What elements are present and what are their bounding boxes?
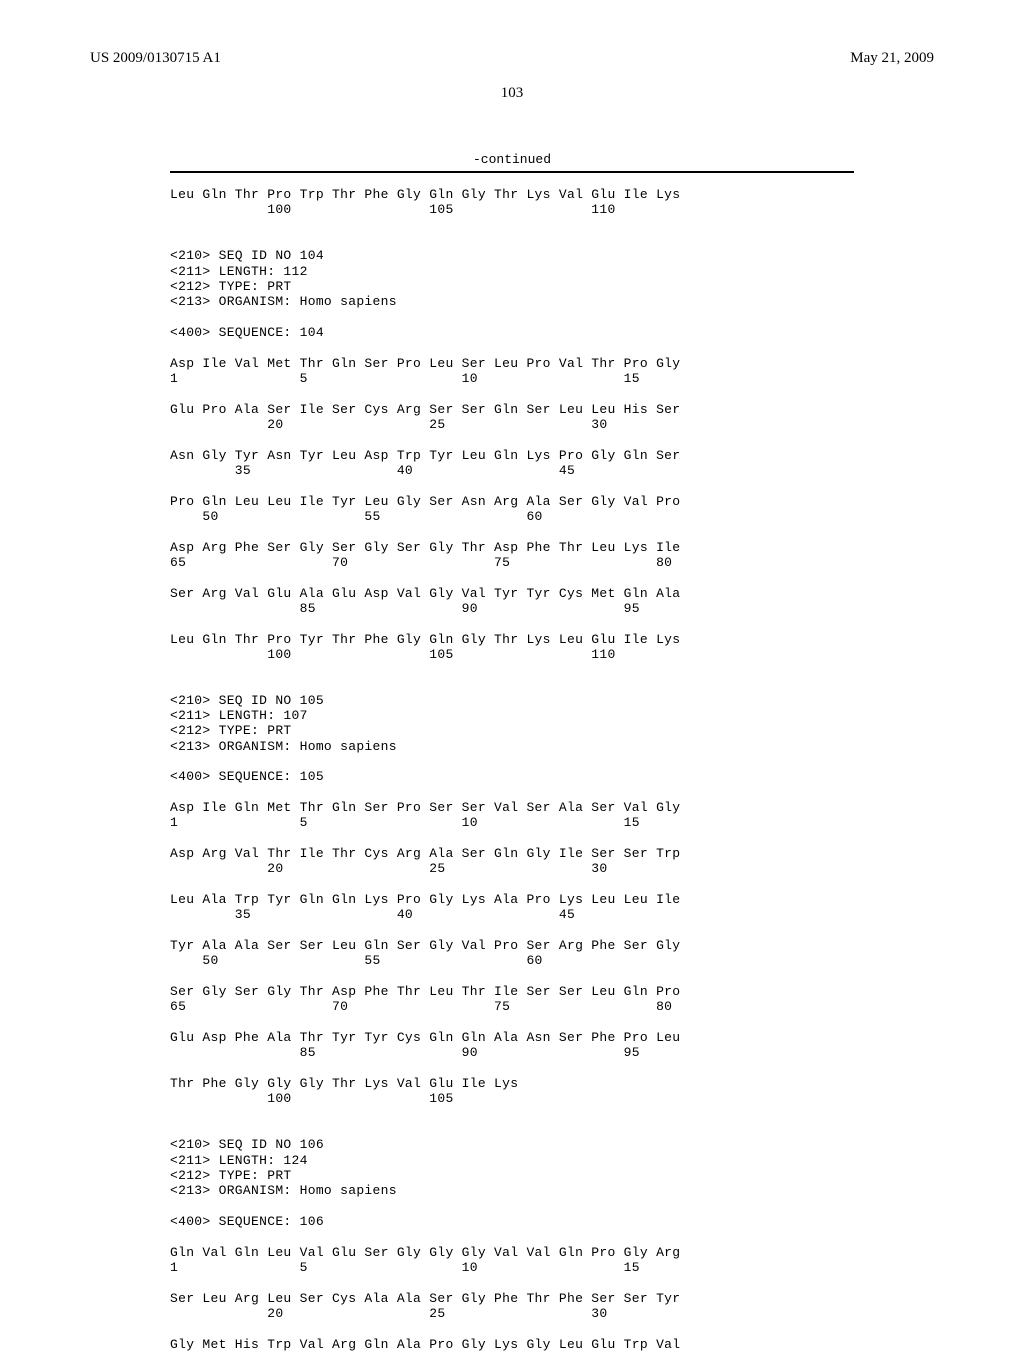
- page-header: US 2009/0130715 A1 May 21, 2009: [90, 50, 934, 67]
- continued-label-wrap: -continued: [170, 152, 854, 167]
- sequence-block: Ser Gly Ser Gly Thr Asp Phe Thr Leu Thr …: [170, 969, 934, 1015]
- sequence-block: <210> SEQ ID NO 105 <211> LENGTH: 107 <2…: [170, 662, 934, 785]
- continued-label: -continued: [170, 152, 854, 167]
- publication-number: US 2009/0130715 A1: [90, 50, 221, 67]
- sequence-block: Asp Arg Val Thr Ile Thr Cys Arg Ala Ser …: [170, 831, 934, 877]
- sequence-block: Asn Gly Tyr Asn Tyr Leu Asp Trp Tyr Leu …: [170, 432, 934, 478]
- sequence-block: Gly Met His Trp Val Arg Gln Ala Pro Gly …: [170, 1321, 934, 1352]
- page-container: US 2009/0130715 A1 May 21, 2009 103 -con…: [0, 0, 1024, 1320]
- horizontal-rule: [170, 171, 854, 173]
- sequence-block: Ser Arg Val Glu Ala Glu Asp Val Gly Val …: [170, 570, 934, 616]
- publication-date: May 21, 2009: [850, 50, 934, 67]
- sequence-block: Gln Val Gln Leu Val Glu Ser Gly Gly Gly …: [170, 1229, 934, 1275]
- sequence-block: Leu Ala Trp Tyr Gln Gln Lys Pro Gly Lys …: [170, 877, 934, 923]
- sequence-block: Asp Ile Gln Met Thr Gln Ser Pro Ser Ser …: [170, 785, 934, 831]
- sequence-block: <210> SEQ ID NO 106 <211> LENGTH: 124 <2…: [170, 1107, 934, 1230]
- sequence-block: Glu Pro Ala Ser Ile Ser Cys Arg Ser Ser …: [170, 386, 934, 432]
- sequence-block: <210> SEQ ID NO 104 <211> LENGTH: 112 <2…: [170, 218, 934, 341]
- sequence-block: Pro Gln Leu Leu Ile Tyr Leu Gly Ser Asn …: [170, 478, 934, 524]
- sequence-block: Glu Asp Phe Ala Thr Tyr Tyr Cys Gln Gln …: [170, 1015, 934, 1061]
- sequence-block: Tyr Ala Ala Ser Ser Leu Gln Ser Gly Val …: [170, 923, 934, 969]
- sequence-block: Asp Arg Phe Ser Gly Ser Gly Ser Gly Thr …: [170, 524, 934, 570]
- sequence-block: Ser Leu Arg Leu Ser Cys Ala Ala Ser Gly …: [170, 1275, 934, 1321]
- sequence-block: Asp Ile Val Met Thr Gln Ser Pro Leu Ser …: [170, 340, 934, 386]
- sequence-block: Thr Phe Gly Gly Gly Thr Lys Val Glu Ile …: [170, 1061, 934, 1107]
- sequence-block: Leu Gln Thr Pro Tyr Thr Phe Gly Gln Gly …: [170, 616, 934, 662]
- sequence-block: Leu Gln Thr Pro Trp Thr Phe Gly Gln Gly …: [170, 187, 934, 218]
- page-number: 103: [90, 85, 934, 102]
